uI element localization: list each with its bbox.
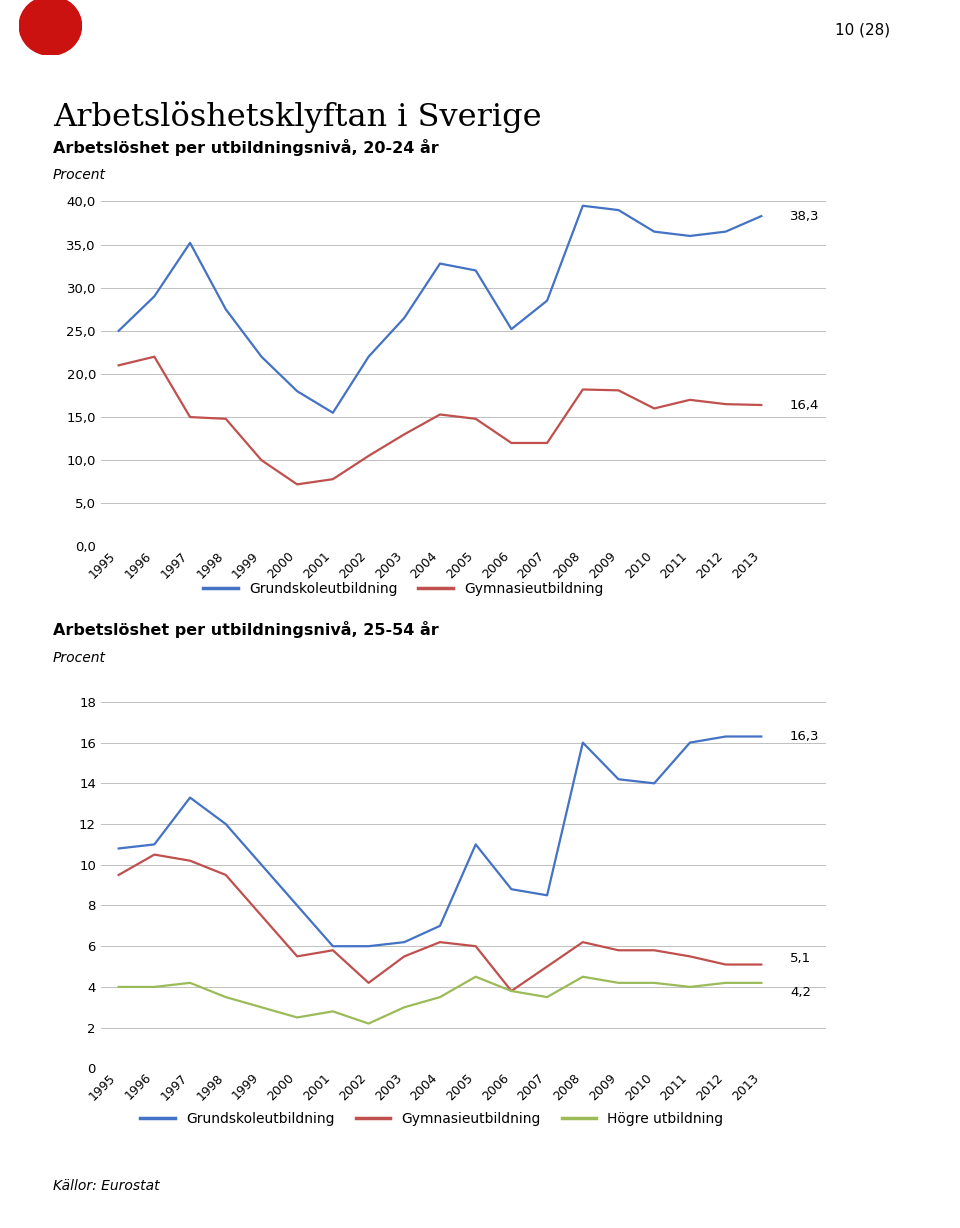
Text: 4,2: 4,2 [790, 986, 811, 998]
Legend: Grundskoleutbildning, Gymnasieutbildning, Högre utbildning: Grundskoleutbildning, Gymnasieutbildning… [134, 1106, 730, 1131]
Circle shape [19, 0, 82, 55]
Text: Arbetslöshet per utbildningsnivå, 20-24 år: Arbetslöshet per utbildningsnivå, 20-24 … [53, 139, 439, 156]
Text: 16,3: 16,3 [790, 729, 820, 743]
Text: Källor: Eurostat: Källor: Eurostat [53, 1179, 159, 1192]
Text: Arbetslöshet per utbildningsnivå, 25-54 år: Arbetslöshet per utbildningsnivå, 25-54 … [53, 621, 439, 639]
Legend: Grundskoleutbildning, Gymnasieutbildning: Grundskoleutbildning, Gymnasieutbildning [198, 577, 609, 602]
Text: Procent: Procent [53, 651, 106, 664]
Text: Arbetslöshetsklyftan i Sverige: Arbetslöshetsklyftan i Sverige [53, 101, 541, 133]
Text: Procent: Procent [53, 168, 106, 182]
Text: 5,1: 5,1 [790, 952, 811, 965]
Text: 16,4: 16,4 [790, 399, 819, 411]
Text: 38,3: 38,3 [790, 210, 820, 222]
Text: 10 (28): 10 (28) [835, 22, 890, 37]
